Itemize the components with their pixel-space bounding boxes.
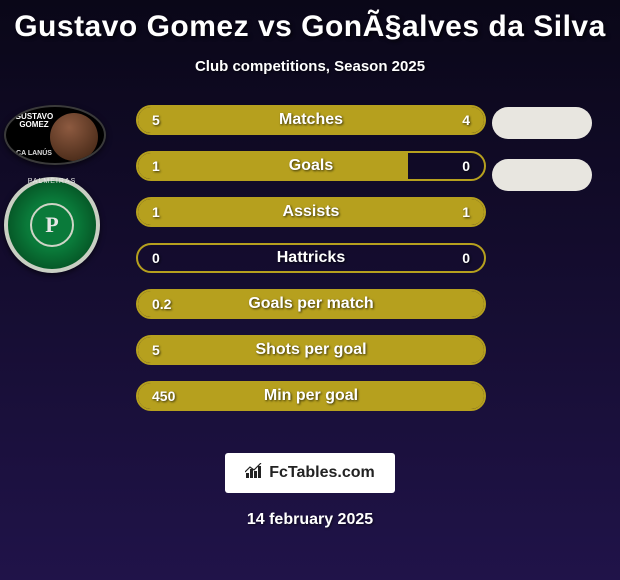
club-crest: PALMEIRAS P — [4, 177, 100, 273]
stat-row: Assists11 — [136, 197, 486, 227]
stat-row: Hattricks0 0 — [136, 243, 486, 273]
bar-left-fill — [138, 199, 311, 225]
chart-icon — [245, 463, 263, 484]
brand-label: FcTables.com — [269, 464, 375, 482]
page-title: Gustavo Gomez vs GonÃ§alves da Silva — [0, 0, 620, 44]
bar-left-fill — [138, 383, 484, 409]
stat-row: Goals10 — [136, 151, 486, 181]
stat-row: Matches54 — [136, 105, 486, 135]
stat-row: Shots per goal5 — [136, 335, 486, 365]
right-entity-pills — [492, 105, 612, 211]
stat-value-right: 0 — [462, 158, 470, 174]
right-pill — [492, 159, 592, 191]
club-initial: P — [30, 203, 74, 247]
stat-row: Goals per match0.2 — [136, 289, 486, 319]
stat-value-right: 0 — [462, 250, 470, 266]
stat-label: Hattricks — [138, 249, 484, 267]
stat-bars: Matches54Goals10Assists11Hattricks00Goal… — [136, 105, 486, 427]
stat-value-left: 0 — [152, 250, 160, 266]
stat-row: Min per goal450 — [136, 381, 486, 411]
brand-badge[interactable]: FcTables.com — [225, 453, 395, 493]
player-card-team: CA LANÚS — [10, 150, 58, 157]
player-card: GUSTAVO GOMEZ CA LANÚS — [4, 105, 106, 165]
right-pill — [492, 107, 592, 139]
left-entity-badges: GUSTAVO GOMEZ CA LANÚS PALMEIRAS P — [4, 105, 124, 273]
date-line: 14 february 2025 — [0, 511, 620, 529]
bar-left-fill — [138, 291, 484, 317]
bar-left-fill — [138, 337, 484, 363]
bar-right-fill — [328, 107, 484, 133]
club-ring-text: PALMEIRAS — [8, 178, 96, 185]
subtitle: Club competitions, Season 2025 — [0, 58, 620, 75]
bar-left-fill — [138, 153, 408, 179]
bar-left-fill — [138, 107, 328, 133]
comparison-panel: GUSTAVO GOMEZ CA LANÚS PALMEIRAS P Match… — [0, 105, 620, 445]
bar-right-fill — [311, 199, 484, 225]
player-card-name: GUSTAVO GOMEZ — [10, 113, 58, 129]
